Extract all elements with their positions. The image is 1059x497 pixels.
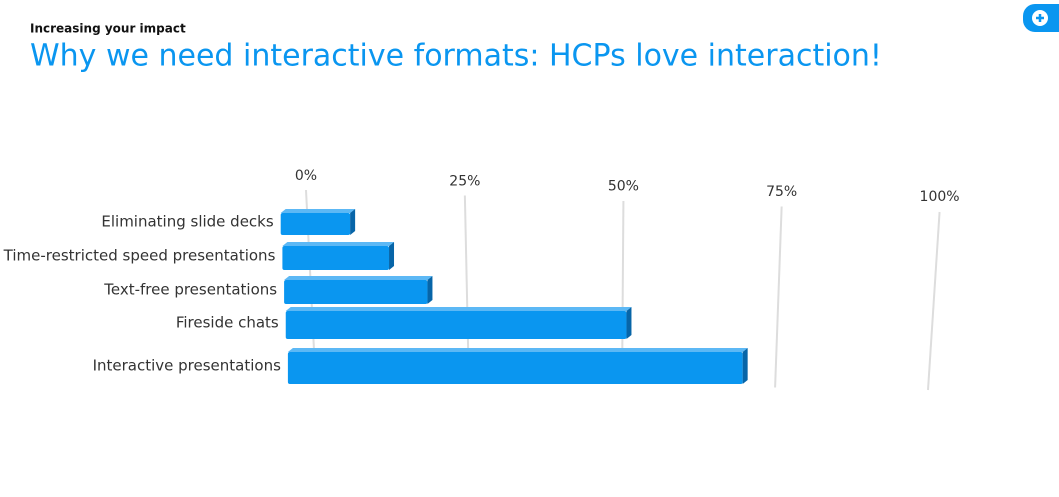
bar <box>287 352 743 384</box>
category-label: Text-free presentations <box>103 281 277 299</box>
grid-line <box>621 200 625 365</box>
slide-title: Why we need interactive formats: HCPs lo… <box>30 39 882 74</box>
x-tick-label: 75% <box>766 184 797 200</box>
add-button[interactable] <box>1023 4 1059 32</box>
category-label: Eliminating slide decks <box>101 213 273 231</box>
category-label: Interactive presentations <box>93 357 282 375</box>
grid-line <box>927 211 941 391</box>
x-tick-label: 100% <box>920 189 960 205</box>
category-label: Fireside chats <box>176 314 279 332</box>
kicker: Increasing your impact <box>30 22 186 36</box>
bar-top <box>287 348 748 352</box>
x-tick-label: 25% <box>449 173 480 189</box>
bar <box>280 213 351 235</box>
bar-top <box>284 276 433 280</box>
bar-end <box>427 276 433 304</box>
bar-top <box>282 242 395 246</box>
x-tick-label: 0% <box>295 168 317 184</box>
bar-end <box>742 348 748 384</box>
bar-end <box>389 242 395 270</box>
bar <box>282 246 390 270</box>
bar-end <box>350 209 356 235</box>
add-icon-plus[interactable] <box>1036 14 1044 22</box>
category-label: Time-restricted speed presentations <box>3 247 276 265</box>
bar <box>285 311 627 339</box>
bar-top <box>280 209 356 213</box>
bar <box>284 280 428 304</box>
x-tick-label: 50% <box>608 179 639 195</box>
grid-line <box>774 206 783 388</box>
grid-line <box>463 195 470 365</box>
bar-end <box>626 307 632 339</box>
bar-top <box>285 307 632 311</box>
